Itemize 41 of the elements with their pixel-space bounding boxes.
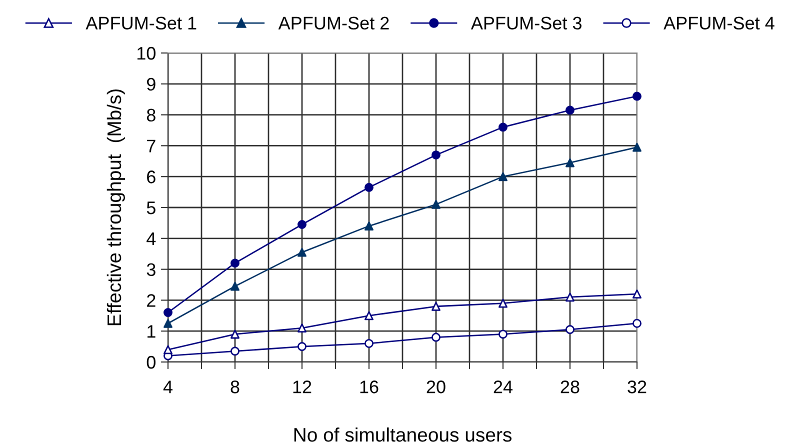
point bbox=[566, 292, 574, 302]
x-tick-label: 12 bbox=[293, 380, 312, 394]
point bbox=[632, 290, 642, 299]
x-tick-label: 16 bbox=[360, 380, 378, 394]
point bbox=[566, 158, 574, 168]
point bbox=[298, 324, 306, 333]
x-tick-label: 32 bbox=[628, 380, 646, 394]
point bbox=[632, 142, 642, 152]
point bbox=[230, 282, 240, 291]
x-axis-title: No of simultaneous users bbox=[294, 427, 512, 442]
x-tick-label: 20 bbox=[426, 380, 446, 394]
y-tick-label: 3 bbox=[146, 263, 156, 276]
y-tick-label: 9 bbox=[147, 78, 156, 91]
x-tick-label: 8 bbox=[230, 380, 240, 394]
point bbox=[230, 330, 240, 339]
point bbox=[164, 318, 172, 328]
point bbox=[364, 222, 374, 231]
y-tick-label: 2 bbox=[147, 294, 156, 307]
y-tick-label: 7 bbox=[147, 140, 156, 152]
y-tick-label: 10 bbox=[137, 46, 156, 60]
x-tick-label: 24 bbox=[494, 380, 513, 394]
point bbox=[364, 311, 374, 320]
y-tick-label: 6 bbox=[147, 170, 156, 184]
legend-label: APFUM-Set 1 bbox=[86, 16, 196, 30]
point bbox=[498, 298, 508, 308]
point bbox=[164, 345, 172, 354]
legend-label: APFUM-Set 2 bbox=[278, 16, 389, 30]
y-tick-label: 5 bbox=[146, 202, 156, 214]
point bbox=[498, 172, 508, 182]
legend-label: APFUM-Set 3 bbox=[470, 16, 582, 30]
x-tick-label: 4 bbox=[163, 380, 172, 394]
point bbox=[298, 248, 306, 257]
y-tick-label: 1 bbox=[148, 325, 156, 338]
y-tick-label: 4 bbox=[146, 232, 156, 245]
point bbox=[432, 200, 440, 209]
legend-label: APFUM-Set 4 bbox=[664, 16, 774, 30]
x-tick-label: 28 bbox=[560, 380, 580, 394]
y-tick-label: 8 bbox=[146, 108, 156, 122]
point bbox=[432, 302, 440, 311]
y-tick-label: 0 bbox=[146, 356, 156, 369]
y-axis-title: Effective throughput (Mb/s) bbox=[106, 89, 125, 326]
